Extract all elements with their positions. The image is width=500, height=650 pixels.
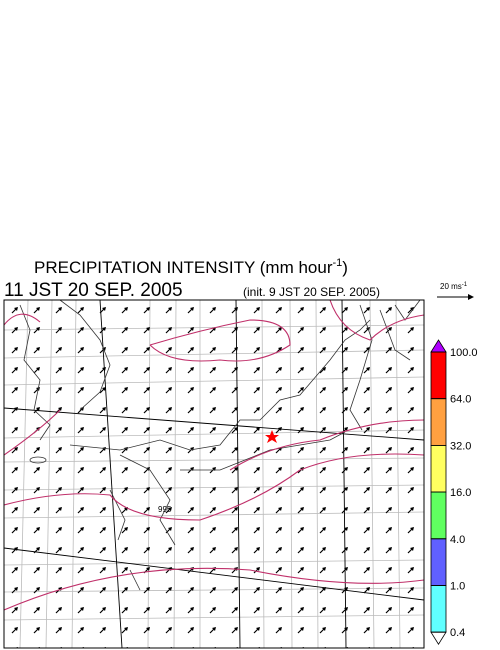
colorbar-label: 64.0 xyxy=(450,394,471,406)
colorbar-label: 4.0 xyxy=(450,534,465,546)
colorbar-label: 0.4 xyxy=(450,627,465,639)
colorbar-label: 100.0 xyxy=(450,347,478,359)
colorbar-label: 32.0 xyxy=(450,440,471,452)
reference-label-superscript: -1 xyxy=(462,282,468,288)
wind-vectors xyxy=(4,300,424,648)
coastlines xyxy=(19,300,421,591)
colorbar: 100.0 64.0 32.0 16.0 4.0 1.0 0.4 xyxy=(430,339,478,645)
title-end: ) xyxy=(342,258,348,277)
colorbar-segment xyxy=(430,491,447,540)
title-text: PRECIPITATION INTENSITY (mm hour xyxy=(34,258,333,277)
init-time: (init. 9 JST 20 SEP. 2005) xyxy=(243,285,380,299)
colorbar-label: 1.0 xyxy=(450,581,465,593)
colorbar-segment xyxy=(430,538,447,586)
map-frame xyxy=(3,299,425,649)
colorbar-over xyxy=(430,339,447,353)
valid-time: 11 JST 20 SEP. 2005 xyxy=(4,280,183,301)
reference-vector-label: 20 ms-1 xyxy=(440,282,468,291)
colorbar-under xyxy=(430,631,447,645)
map-title: PRECIPITATION INTENSITY (mm hour-1) xyxy=(34,257,348,277)
reference-label-text: 20 ms xyxy=(440,282,462,291)
title-superscript: -1 xyxy=(332,257,342,269)
colorbar-segment xyxy=(430,398,447,446)
colorbar-label: 16.0 xyxy=(450,487,471,499)
colorbar-segment xyxy=(430,444,447,493)
reference-arrowhead xyxy=(468,294,474,300)
colorbar-segment xyxy=(430,585,447,633)
colorbar-segment xyxy=(430,351,447,400)
map-area: 995 xyxy=(4,300,424,648)
isobars xyxy=(4,300,424,611)
star-marker xyxy=(265,430,279,443)
contour-label: 995 xyxy=(158,505,172,514)
